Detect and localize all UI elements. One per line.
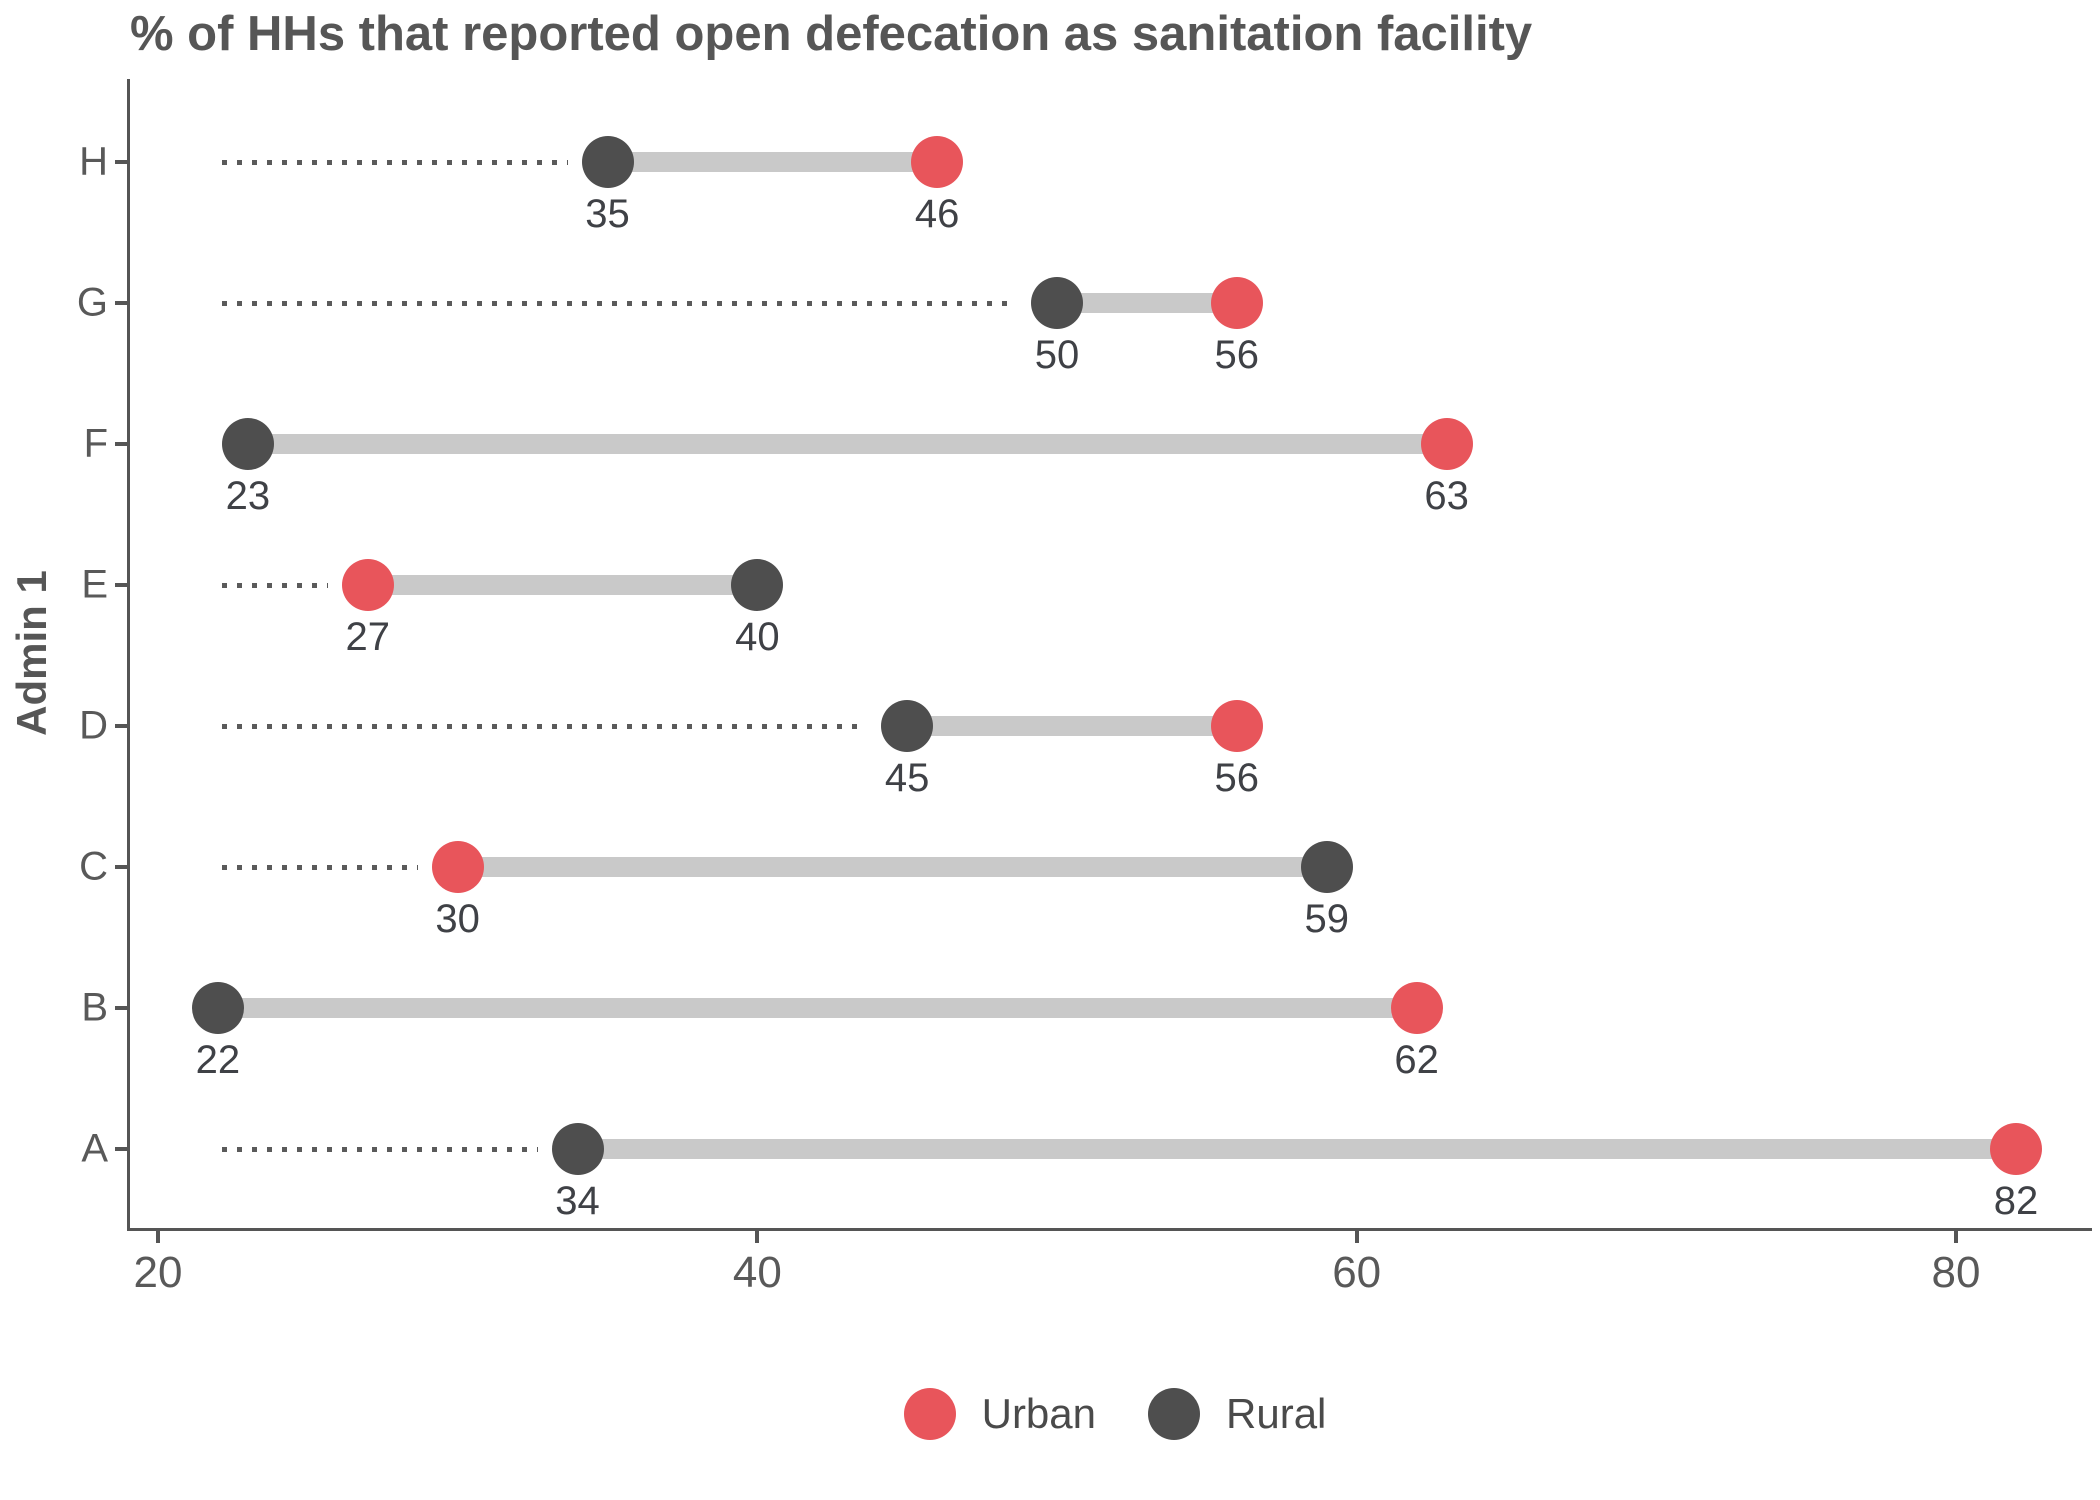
y-axis-tick: [115, 1006, 128, 1010]
urban-dot: [1210, 277, 1263, 329]
connector-bar: [1057, 293, 1237, 313]
urban-dot: [1390, 982, 1443, 1034]
category-label: A: [81, 1126, 108, 1171]
x-axis-tick: [1954, 1230, 1959, 1243]
leader-dotted-line: [222, 160, 568, 165]
rural-dot: [731, 559, 784, 611]
leader-dotted-line: [222, 865, 418, 870]
urban-value-label: 27: [345, 615, 391, 659]
leader-dotted-line: [222, 301, 1017, 306]
urban-dot: [341, 559, 394, 611]
rural-dot: [551, 1123, 604, 1175]
rural-value-label: 35: [585, 192, 630, 236]
y-axis-tick: [115, 301, 128, 305]
urban-dot: [1420, 418, 1473, 470]
urban-value-label: 46: [914, 192, 960, 236]
leader-dotted-line: [222, 724, 868, 729]
legend-label: Rural: [1226, 1390, 1327, 1437]
urban-value-label: 56: [1214, 756, 1260, 800]
urban-value-label: 30: [435, 897, 480, 941]
legend-item-urban: Urban: [903, 1388, 1097, 1440]
urban-dot: [1210, 700, 1263, 752]
connector-bar: [457, 857, 1327, 877]
connector-bar: [907, 716, 1237, 736]
category-label: E: [81, 562, 108, 607]
x-axis-line: [127, 1228, 2092, 1231]
rural-value-label: 40: [735, 615, 780, 659]
rural-dot: [191, 982, 244, 1034]
urban-value-label: 62: [1394, 1038, 1439, 1082]
x-axis-tick-label: 60: [1332, 1248, 1382, 1297]
legend-label: Urban: [981, 1390, 1097, 1437]
y-axis-tick: [115, 865, 128, 869]
urban-value-label: 56: [1214, 333, 1260, 377]
y-axis-tick: [115, 442, 128, 446]
rural-value-label: 50: [1034, 333, 1080, 377]
rural-legend-dot: [1148, 1388, 1201, 1440]
y-axis-tick: [115, 160, 128, 164]
connector-bar: [367, 575, 758, 595]
connector-bar: [247, 434, 1447, 454]
urban-legend-dot: [903, 1388, 956, 1440]
rural-dot: [221, 418, 274, 470]
y-axis-tick: [115, 583, 128, 587]
rural-dot: [1300, 841, 1353, 893]
urban-value-label: 82: [1993, 1179, 2039, 1223]
y-axis-tick: [115, 724, 128, 728]
rural-value-label: 22: [195, 1038, 241, 1082]
category-label: H: [79, 139, 108, 184]
rural-dot: [881, 700, 934, 752]
category-label: F: [83, 421, 108, 466]
x-axis-tick: [755, 1230, 760, 1243]
connector-bar: [217, 998, 1417, 1018]
connector-bar: [577, 1139, 2016, 1159]
y-axis-tick: [115, 1147, 128, 1151]
x-axis-tick-label: 20: [133, 1248, 183, 1297]
urban-dot: [1989, 1123, 2042, 1175]
urban-value-label: 63: [1424, 474, 1469, 518]
rural-dot: [581, 136, 634, 188]
rural-value-label: 59: [1304, 897, 1349, 941]
x-axis-tick: [156, 1230, 160, 1243]
rural-value-label: 34: [555, 1179, 600, 1223]
category-label: B: [81, 985, 108, 1030]
leader-dotted-line: [222, 1147, 538, 1152]
rural-value-label: 23: [225, 474, 271, 518]
x-axis-tick: [1354, 1230, 1359, 1243]
urban-dot: [911, 136, 964, 188]
legend-item-rural: Rural: [1148, 1388, 1326, 1440]
urban-dot: [431, 841, 484, 893]
connector-bar: [607, 152, 938, 172]
category-label: G: [76, 280, 108, 325]
rural-dot: [1031, 277, 1083, 329]
category-label: C: [79, 844, 108, 889]
category-label: D: [79, 703, 108, 748]
chart-title: % of HHs that reported open defecation a…: [130, 7, 1533, 61]
x-axis-tick-label: 80: [1931, 1248, 1981, 1297]
y-axis-line: [127, 79, 130, 1231]
rural-value-label: 45: [884, 756, 930, 800]
legend: Urban Rural: [130, 1388, 2100, 1440]
leader-dotted-line: [222, 583, 328, 588]
x-axis-tick-label: 40: [732, 1248, 782, 1297]
